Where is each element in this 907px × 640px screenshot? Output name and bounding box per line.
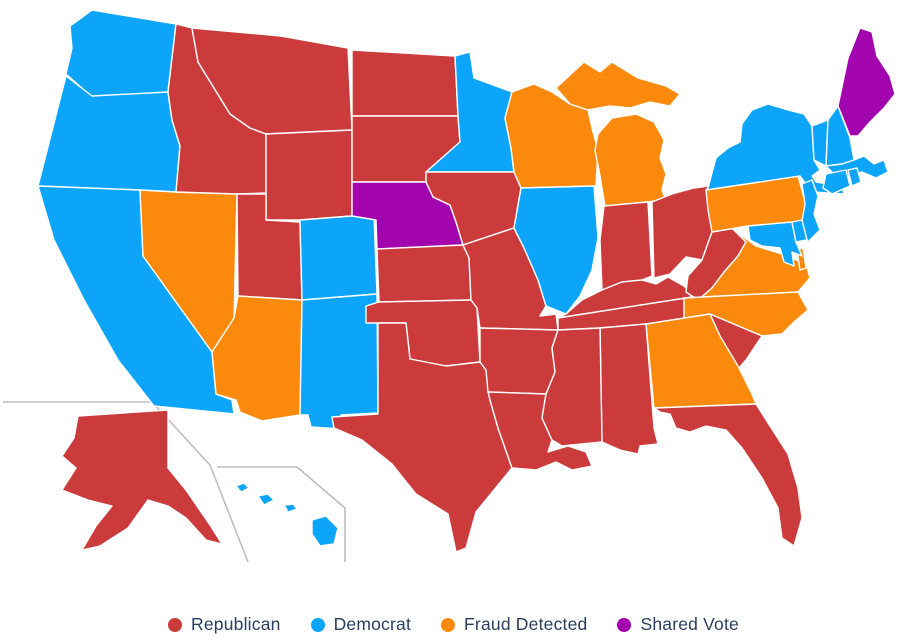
alaska-inset-border — [3, 401, 249, 563]
shared-vote-legend-label: Shared Vote — [640, 614, 739, 634]
state-michigan[interactable]: Michigan — [594, 113, 667, 207]
state-rhode-island[interactable]: Rhode Island — [847, 167, 862, 187]
legend-item-fraud-detected[interactable]: Fraud Detected — [441, 614, 587, 635]
democrat-legend-dot — [310, 617, 325, 632]
state-alabama[interactable]: Alabama — [599, 323, 659, 455]
state-colorado[interactable]: Colorado — [299, 214, 378, 301]
state-delaware[interactable]: Delaware — [791, 219, 808, 243]
state-indiana[interactable]: Indiana — [599, 201, 653, 291]
republican-legend-label: Republican — [191, 614, 281, 634]
state-alaska[interactable]: Alaska — [61, 409, 223, 551]
state-new-jersey[interactable]: New Jersey — [800, 179, 821, 243]
state-hawaii-kauai[interactable]: Hawaii — [235, 482, 250, 493]
hawaii-inset-border — [217, 466, 346, 562]
state-wyoming[interactable]: Wyoming — [265, 129, 353, 221]
legend-item-republican[interactable]: Republican — [168, 614, 281, 635]
fraud-detected-legend-dot — [441, 617, 456, 632]
state-maine[interactable]: Maine — [837, 27, 896, 137]
republican-legend-dot — [168, 617, 182, 632]
state-hawaii-oahu[interactable]: Hawaii — [257, 493, 275, 506]
state-hawaii-maui[interactable]: Hawaii — [283, 503, 298, 513]
state-kansas[interactable]: Kansas — [376, 244, 472, 303]
state-connecticut[interactable]: Connecticut — [822, 169, 851, 195]
fraud-detected-legend-label: Fraud Detected — [464, 614, 588, 634]
democrat-legend-label: Democrat — [333, 614, 412, 634]
state-washington[interactable]: Washington — [65, 9, 177, 98]
state-mississippi[interactable]: Mississippi — [541, 327, 603, 447]
state-hawaii-big-island[interactable]: Hawaii — [311, 515, 339, 547]
states-layer: Washington Oregon California Nevada Idah… — [37, 9, 896, 553]
legend-item-democrat[interactable]: Democrat — [310, 614, 412, 635]
inset-borders — [3, 401, 346, 563]
us-choropleth-map: Washington Oregon California Nevada Idah… — [3, 9, 896, 563]
state-florida[interactable]: Florida — [653, 403, 803, 547]
legend-item-shared-vote[interactable]: Shared Vote — [617, 614, 739, 635]
state-arkansas[interactable]: Arkansas — [479, 327, 559, 395]
state-north-dakota[interactable]: North Dakota — [351, 49, 459, 117]
legend: Republican Democrat Fraud Detected Share… — [0, 614, 907, 635]
shared-vote-legend-dot — [617, 617, 632, 632]
state-michigan-upper-peninsula[interactable]: Michigan — [555, 61, 681, 111]
